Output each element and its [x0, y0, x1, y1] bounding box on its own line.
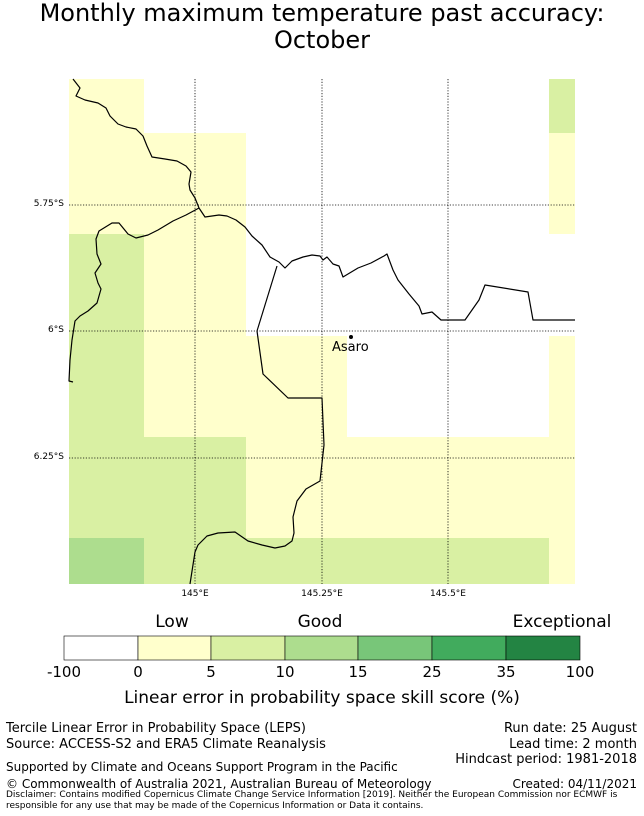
grid-cell: [69, 234, 144, 538]
colorbar-segment: [431, 635, 507, 661]
colorbar-tick: 35: [496, 663, 516, 681]
colorbar-tick: 25: [422, 663, 442, 681]
colorbar-tick: 0: [133, 663, 143, 681]
grid-cell: [549, 133, 575, 234]
grid-cell: [246, 336, 347, 538]
grid-cell: [549, 79, 575, 133]
created-date: Created: 04/11/2021: [512, 777, 637, 791]
category-label: Exceptional: [512, 612, 612, 632]
category-label: Good: [297, 612, 343, 632]
colorbar-segment: [137, 635, 212, 661]
colorbar-tick: 10: [275, 663, 295, 681]
category-label: Low: [155, 612, 189, 632]
town-marker: [349, 335, 353, 339]
lead-time: Lead time: 2 month: [509, 737, 637, 752]
skill-grid: [69, 79, 575, 584]
lon-label: 145°E: [181, 589, 209, 599]
source-text: Source: ACCESS-S2 and ERA5 Climate Reana…: [6, 737, 326, 752]
lon-label: 145.25°E: [301, 589, 343, 599]
colorbar-segment: [357, 635, 433, 661]
lon-label: 145.5°E: [430, 589, 466, 599]
title-text: Monthly maximum temperature past accurac…: [39, 0, 605, 54]
grid-cell: [69, 79, 144, 234]
disclaimer-text: Disclaimer: Contains modified Copernicus…: [6, 790, 618, 811]
run-date: Run date: 25 August: [503, 721, 637, 736]
colorbar-segment: [284, 635, 359, 661]
method-text: Tercile Linear Error in Probability Spac…: [6, 721, 306, 736]
boundary-lines: [68, 78, 575, 585]
lat-label: 6.25°S: [33, 452, 64, 462]
colorbar-segment: [210, 635, 286, 661]
lat-label: 6°S: [48, 325, 64, 335]
grid-cell: [69, 538, 144, 584]
hindcast-period: Hindcast period: 1981-2018: [455, 752, 637, 767]
map-plot: [63, 78, 581, 661]
lat-label: 5.75°S: [33, 199, 64, 209]
copyright-text: © Commonwealth of Australia 2021, Austra…: [6, 777, 432, 791]
colorbar: [63, 635, 581, 661]
colorbar-segment: [63, 635, 139, 661]
supported-text: Supported by Climate and Oceans Support …: [6, 760, 398, 774]
grid-cell: [347, 437, 549, 538]
grid-cell: [144, 133, 246, 437]
gridlines: [69, 79, 575, 584]
colorbar-tick: 100: [565, 663, 595, 681]
colorbar-tick: 15: [348, 663, 368, 681]
colorbar-tick: 5: [206, 663, 216, 681]
colorbar-segment: [505, 635, 581, 661]
central-border: [256, 265, 278, 332]
grid-cell: [549, 336, 575, 584]
town-label: Asaro: [332, 340, 369, 355]
northern-border: [72, 78, 575, 321]
southern-border: [189, 330, 325, 585]
western-coast: [68, 207, 200, 383]
page-title: Monthly maximum temperature past accurac…: [0, 0, 644, 54]
colorbar-tick: -100: [46, 663, 82, 681]
colorbar-title: Linear error in probability space skill …: [124, 688, 520, 708]
